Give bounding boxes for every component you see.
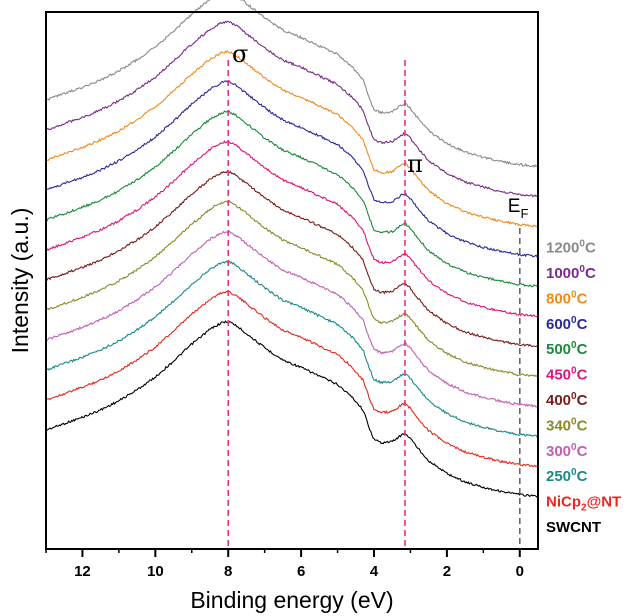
series-label-nicp: NiCp2@NT <box>546 494 621 514</box>
spectra-layer <box>45 0 539 498</box>
spectrum-line-400 <box>45 170 539 348</box>
series-label-300: 3000C <box>546 442 588 460</box>
series-label-text: 1000 <box>546 265 579 282</box>
unit-text: C <box>577 316 588 333</box>
spectrum-line-500 <box>45 110 539 288</box>
degree-superscript: 0 <box>571 366 577 377</box>
x-tick-label: 10 <box>147 563 164 580</box>
unit-text: C <box>585 240 596 257</box>
series-label-text: 300 <box>546 443 571 460</box>
series-label-340: 3400C <box>546 416 588 434</box>
x-tick-label: 0 <box>516 563 524 580</box>
fermi-level-annotation: EF <box>508 196 529 221</box>
series-label-450: 4500C <box>546 366 588 384</box>
y-axis-title: Intensity (a.u.) <box>7 208 33 354</box>
degree-superscript: 0 <box>579 239 585 250</box>
series-label-text: 340 <box>546 417 571 434</box>
series-label-text: 450 <box>546 367 571 384</box>
pi-annotation: π <box>407 150 423 178</box>
unit-text: C <box>577 468 588 485</box>
spectrum-line-1200 <box>45 0 539 168</box>
sigma-annotation: σ <box>232 40 248 68</box>
degree-superscript: 0 <box>571 391 577 402</box>
spectrum-line-340 <box>45 200 539 378</box>
series-label-text: 600 <box>546 316 571 333</box>
unit-text: C <box>577 392 588 409</box>
degree-superscript: 0 <box>571 340 577 351</box>
unit-text: C <box>577 290 588 307</box>
series-label-500: 5000C <box>546 340 588 358</box>
spectrum-line-nicp <box>45 290 539 468</box>
series-label-swcnt: SWCNT <box>546 519 601 536</box>
degree-superscript: 0 <box>571 416 577 427</box>
fermi-level-subscript: F <box>520 206 528 221</box>
spectrum-line-800 <box>45 50 539 228</box>
series-labels: SWCNTNiCp2@NT2500C3000C3400C4000C4500C50… <box>546 239 621 536</box>
degree-superscript: 0 <box>571 315 577 326</box>
series-label-250: 2500C <box>546 467 588 485</box>
degree-superscript: 0 <box>571 289 577 300</box>
formula-tail: @NT <box>587 494 622 511</box>
series-label-1000: 10000C <box>546 264 596 282</box>
series-label-text: 500 <box>546 341 571 358</box>
degree-superscript: 0 <box>571 442 577 453</box>
x-tick-label: 8 <box>224 563 232 580</box>
series-label-text: 1200 <box>546 240 579 257</box>
degree-superscript: 0 <box>579 264 585 275</box>
formula-subscript: 2 <box>581 503 587 514</box>
reference-lines <box>227 60 521 549</box>
plot-frame <box>45 11 539 550</box>
degree-superscript: 0 <box>571 467 577 478</box>
series-label-400: 4000C <box>546 391 588 409</box>
spectrum-line-250 <box>46 259 539 438</box>
series-label-text: 250 <box>546 468 571 485</box>
axes: 12 10 8 6 4 2 0 σ π EF <box>45 11 539 580</box>
unit-text: C <box>577 417 588 434</box>
x-tick-label: 2 <box>443 563 451 580</box>
x-tick-label: 4 <box>370 563 379 580</box>
x-tick-label: 6 <box>297 563 305 580</box>
spectrum-line-300 <box>45 230 539 408</box>
series-label-text: 400 <box>546 392 571 409</box>
spectrum-line-swcnt <box>45 320 539 498</box>
spectrum-line-1000 <box>45 20 539 198</box>
unit-text: C <box>577 367 588 384</box>
series-label-text: SWCNT <box>546 519 601 536</box>
spectrum-line-600 <box>45 80 539 258</box>
x-axis-title: Binding energy (eV) <box>190 587 393 613</box>
series-label-600: 6000C <box>546 315 588 333</box>
unit-text: C <box>585 265 596 282</box>
unit-text: C <box>577 341 588 358</box>
fermi-level-symbol: E <box>508 196 521 217</box>
series-label-1200: 12000C <box>546 239 596 257</box>
series-label-text: 800 <box>546 290 571 307</box>
x-tick-label: 12 <box>74 563 91 580</box>
series-label-800: 8000C <box>546 289 588 307</box>
series-label-text: NiCp <box>546 494 581 511</box>
unit-text: C <box>577 443 588 460</box>
spectrum-line-450 <box>45 140 539 318</box>
